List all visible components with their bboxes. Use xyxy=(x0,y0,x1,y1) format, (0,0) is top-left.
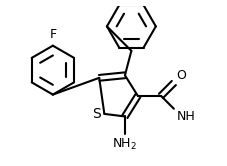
Text: NH$_2$: NH$_2$ xyxy=(112,137,137,152)
Text: NH: NH xyxy=(176,110,194,123)
Text: O: O xyxy=(176,69,185,82)
Text: F: F xyxy=(49,28,56,41)
Text: S: S xyxy=(91,107,100,121)
